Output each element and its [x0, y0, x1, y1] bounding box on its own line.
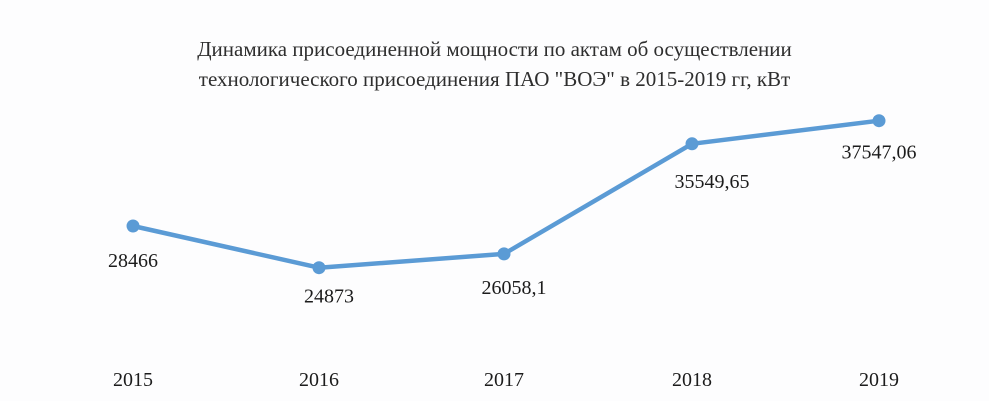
data-label: 28466	[108, 250, 158, 272]
chart-title: Динамика присоединенной мощности по акта…	[0, 34, 989, 94]
data-point	[126, 219, 140, 233]
chart-title-line-1: Динамика присоединенной мощности по акта…	[197, 37, 792, 61]
x-tick-label: 2018	[672, 369, 712, 391]
x-tick-label: 2015	[113, 369, 153, 391]
data-point	[872, 114, 886, 128]
data-label: 24873	[304, 286, 354, 308]
x-tick-label: 2017	[484, 369, 524, 391]
x-tick-label: 2016	[299, 369, 339, 391]
data-point	[497, 247, 511, 261]
x-tick-label: 2019	[859, 369, 899, 391]
data-label: 26058,1	[482, 277, 547, 299]
series-line	[130, 118, 882, 270]
data-point	[312, 261, 326, 275]
data-label: 37547,06	[842, 142, 917, 164]
chart-title-line-2: технологического присоединения ПАО "ВОЭ"…	[198, 67, 791, 91]
data-point	[685, 137, 699, 151]
data-label: 35549,65	[675, 171, 750, 193]
